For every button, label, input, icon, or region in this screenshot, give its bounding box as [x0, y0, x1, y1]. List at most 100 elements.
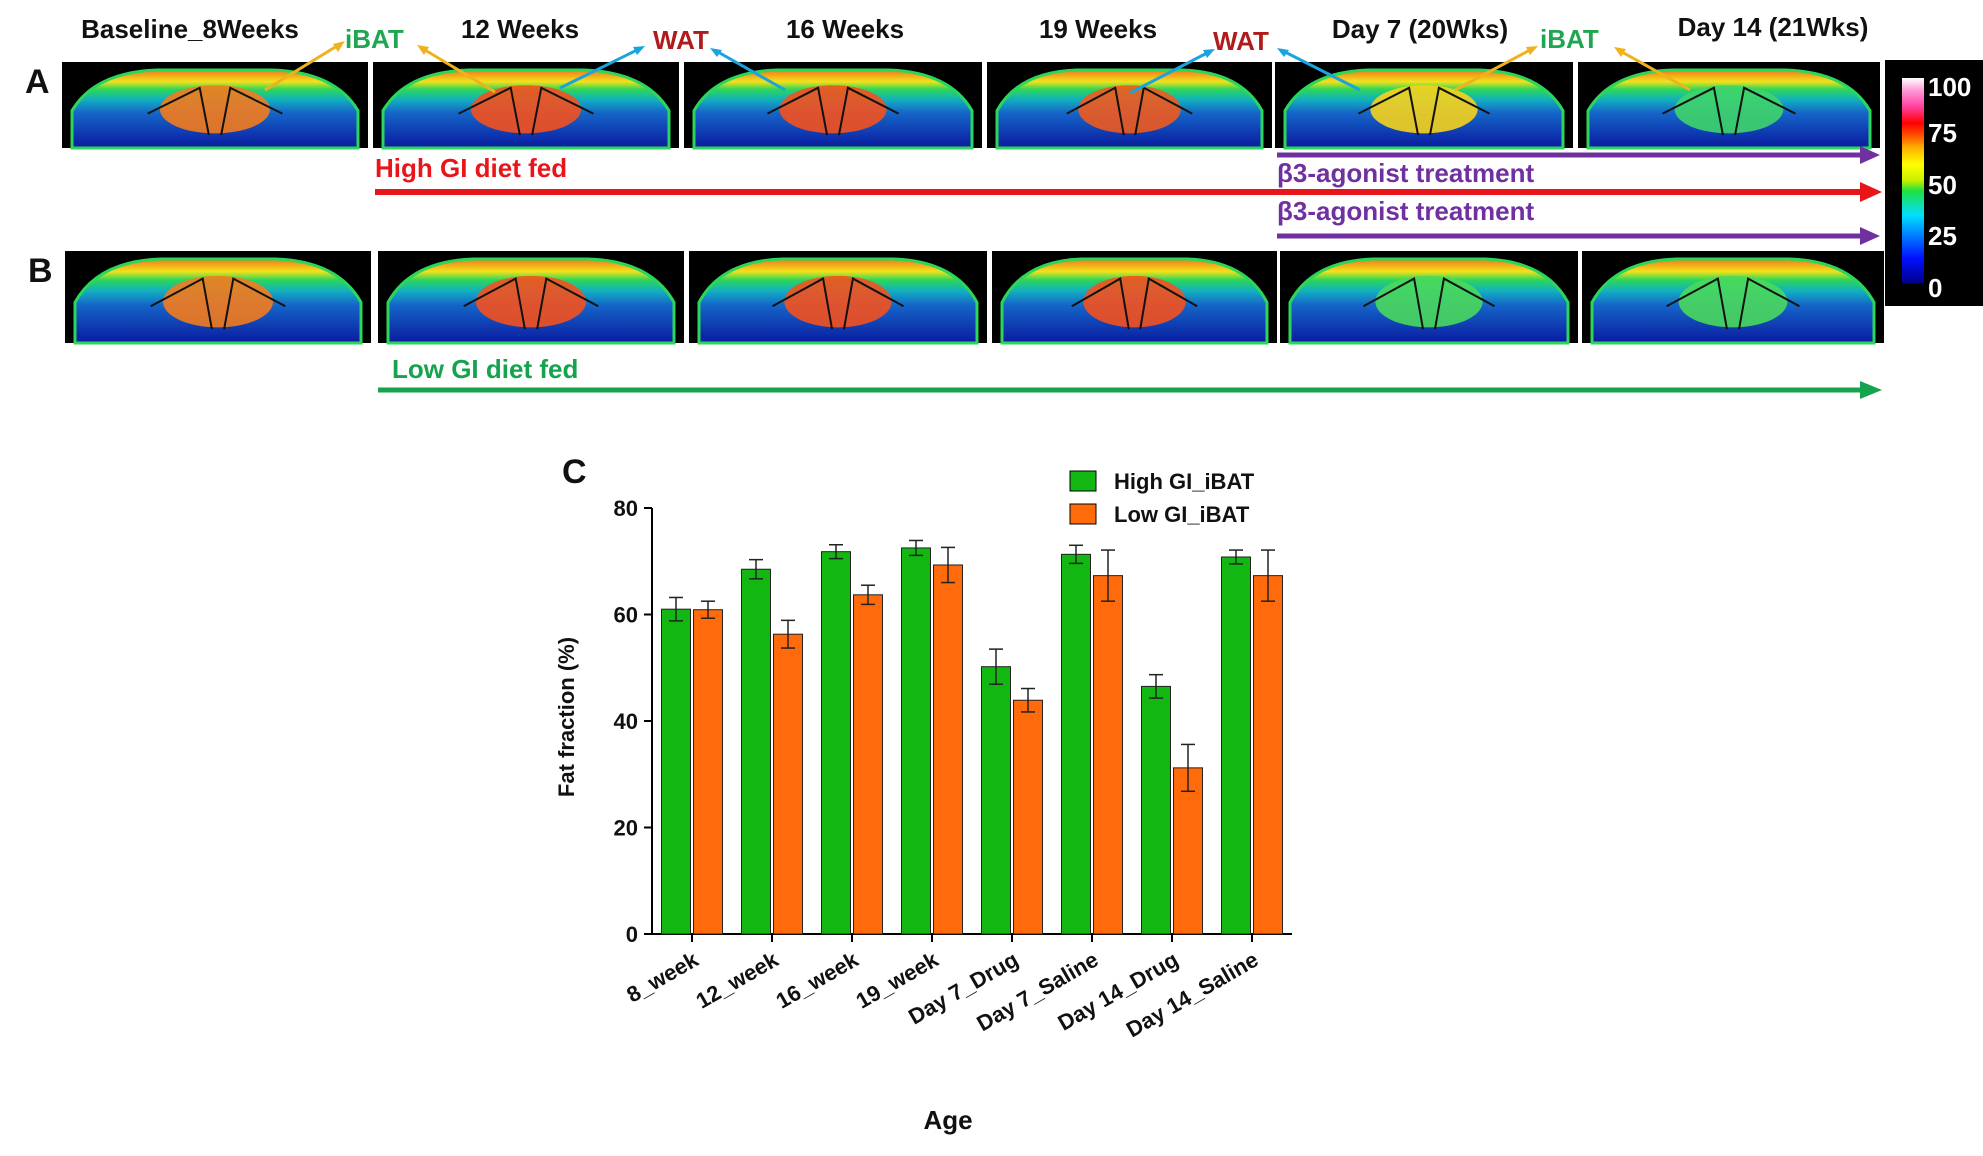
bar: [933, 564, 963, 935]
scan-muscle-line: [766, 86, 829, 136]
chart-x-axis-label: Age: [923, 1105, 972, 1135]
scan-fat-depot: [159, 85, 271, 134]
colorbar-background: [1885, 60, 1983, 306]
scan-skin-edge: [386, 257, 676, 345]
ibat-pointer-arrow: [424, 48, 496, 94]
diet-timelines: β3-agonist treatment High GI diet fed β3…: [375, 146, 1882, 399]
scan-muscle-line: [1666, 277, 1728, 330]
scan-muscle-line: [1734, 86, 1796, 136]
mri-scan-image: [65, 251, 371, 345]
colorbar: 100 75 50 25 0: [1885, 60, 1983, 306]
arrowhead: [1860, 381, 1882, 399]
scan-muscle-line: [1662, 86, 1724, 136]
scan-fat-depot: [475, 275, 587, 328]
scan-muscle-line: [150, 277, 213, 330]
bar: [1253, 575, 1283, 935]
legend-swatch: [1069, 470, 1097, 492]
chart-bars: [661, 547, 1283, 935]
panel-letter-b: B: [28, 252, 53, 290]
scan-skin-edge: [1288, 257, 1570, 345]
bar: [1061, 553, 1091, 935]
bar: [1013, 699, 1043, 935]
scan-fat-depot: [1370, 85, 1478, 134]
mri-scan-image: [689, 251, 987, 345]
arrowhead: [633, 46, 645, 55]
timepoint-label: Day 14 (21Wks): [1678, 12, 1869, 42]
panel-letter-a: A: [25, 63, 50, 101]
scan-fat-depot: [784, 275, 892, 328]
x-tick-label: Day 14_Saline: [1122, 947, 1263, 1043]
x-tick-label: 8_week: [622, 946, 703, 1007]
mri-scan-image: [1275, 62, 1573, 150]
scan-skin-edge: [381, 68, 671, 150]
mri-scan-image: [684, 62, 982, 150]
fat-fraction-chart: 0 20 40 60 80 8_week12_week16_week19_weekDay…: [554, 469, 1292, 1135]
bar: [1221, 556, 1251, 935]
scan-fat-depot: [1375, 275, 1483, 328]
bar: [1173, 767, 1203, 935]
colorbar-tick: 50: [1928, 170, 1957, 200]
scan-skin-edge: [73, 257, 363, 345]
timepoint-label: 12 Weeks: [461, 14, 579, 44]
timepoint-label: Baseline_8Weeks: [81, 14, 299, 44]
mri-scan-row-a: [62, 62, 1880, 150]
timepoint-label: 19 Weeks: [1039, 14, 1157, 44]
mri-scan-image: [1578, 62, 1880, 150]
scan-fat-depot: [1678, 275, 1788, 328]
scan-fat-depot: [470, 85, 582, 134]
bar: [981, 666, 1011, 935]
arrowhead: [1526, 46, 1538, 55]
scan-muscle-line: [531, 86, 594, 136]
bar: [853, 594, 883, 935]
tissue-annotations: iBAT WAT WAT iBAT: [264, 24, 1691, 95]
scan-muscle-line: [1134, 86, 1193, 136]
chart-error-bars: [669, 539, 1275, 793]
bar: [821, 551, 851, 935]
scan-muscle-line: [220, 86, 283, 136]
arrowhead: [1860, 227, 1880, 245]
mri-scan-image: [62, 62, 368, 150]
arrowhead: [333, 41, 345, 52]
bar: [901, 547, 931, 935]
arrowhead: [1277, 48, 1289, 57]
legend-label: Low GI_iBAT: [1114, 502, 1250, 527]
tissue-label-ibat: iBAT: [1540, 24, 1599, 54]
scan-fat-depot: [1083, 275, 1186, 328]
low-gi-label: Low GI diet fed: [392, 354, 578, 384]
y-tick-label: 60: [614, 603, 638, 628]
x-tick-label: 16_week: [772, 946, 864, 1013]
chart-y-axis-label: Fat fraction (%): [554, 637, 579, 797]
y-tick-label: 80: [614, 496, 638, 521]
timepoint-label: 16 Weeks: [786, 14, 904, 44]
scan-skin-edge: [697, 257, 979, 345]
scan-muscle-line: [1433, 277, 1496, 330]
ibat-pointer-arrow: [1454, 48, 1531, 92]
scan-fat-depot: [162, 275, 274, 328]
scan-muscle-line: [1357, 86, 1420, 136]
ibat-pointer-arrow: [264, 44, 338, 92]
arrowhead: [1860, 146, 1880, 164]
arrowhead: [417, 45, 429, 55]
scan-muscle-line: [536, 277, 599, 330]
tissue-label-ibat: iBAT: [345, 24, 404, 54]
tissue-label-wat: WAT: [1213, 26, 1269, 56]
scan-fat-depot: [1078, 85, 1181, 134]
scan-muscle-line: [1066, 86, 1125, 136]
mri-scan-image: [378, 251, 684, 345]
bar: [773, 633, 803, 935]
high-gi-label: High GI diet fed: [375, 153, 567, 183]
scan-muscle-line: [1362, 277, 1425, 330]
scan-skin-edge: [692, 68, 974, 150]
colorbar-tick: 75: [1928, 118, 1957, 148]
legend-swatch: [1069, 503, 1097, 525]
y-tick-label: 20: [614, 816, 638, 841]
panel-letter-c: C: [562, 453, 587, 491]
mri-scan-image: [987, 62, 1272, 150]
legend-label: High GI_iBAT: [1114, 469, 1255, 494]
y-tick-label: 0: [626, 922, 638, 947]
colorbar-tick: 100: [1928, 72, 1971, 102]
scan-muscle-line: [771, 277, 834, 330]
scan-muscle-line: [842, 277, 905, 330]
arrowhead: [1860, 182, 1882, 202]
